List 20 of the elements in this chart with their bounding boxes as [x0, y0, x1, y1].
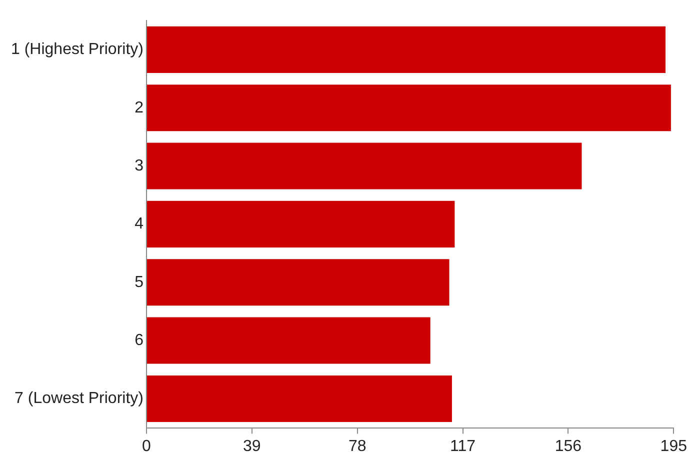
- bar: [146, 317, 430, 364]
- y-tick-label: 5: [134, 274, 144, 291]
- bar: [146, 84, 671, 132]
- bar: [146, 142, 582, 190]
- y-tick-label: 7 (Lowest Priority): [14, 390, 144, 408]
- bar: [146, 375, 452, 422]
- y-tick-label: 3: [134, 157, 144, 174]
- x-tick-label: 39: [243, 438, 261, 455]
- bar: [146, 259, 450, 306]
- x-tick-label: 0: [142, 438, 152, 455]
- x-tick-label: 195: [660, 438, 688, 455]
- x-tick-label: 78: [348, 438, 366, 455]
- y-tick-label: 4: [134, 216, 144, 233]
- x-tick-label: 156: [554, 438, 582, 455]
- y-tick-label: 2: [134, 99, 144, 116]
- bar: [146, 200, 455, 248]
- y-tick-label: 1 (Highest Priority): [10, 41, 144, 58]
- y-tick-label: 6: [134, 332, 144, 349]
- x-tick-label: 117: [450, 438, 476, 455]
- bar: [146, 26, 666, 73]
